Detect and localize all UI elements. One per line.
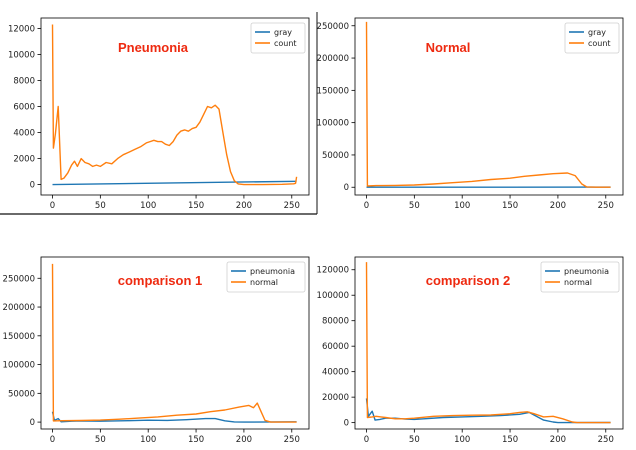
x-tick-label: 150 bbox=[188, 435, 204, 445]
y-tick-label: 250000 bbox=[317, 22, 349, 32]
y-tick-label: 100000 bbox=[3, 361, 35, 371]
y-tick-label: 0 bbox=[344, 183, 349, 193]
y-tick-label: 6000 bbox=[13, 103, 35, 113]
legend-entry-gray: gray bbox=[274, 28, 292, 37]
x-tick-label: 100 bbox=[454, 201, 470, 211]
x-tick-label: 200 bbox=[236, 435, 252, 445]
x-tick-label: 200 bbox=[236, 201, 252, 211]
y-tick-label: 200000 bbox=[317, 54, 349, 64]
x-tick-label: 250 bbox=[284, 435, 300, 445]
chart-panel-1: 0 50 100 150 200 250 0 2000 4000 6000 8000 10000 120… bbox=[8, 17, 310, 211]
y-tick-label: 4000 bbox=[13, 129, 35, 139]
legend-entry-normal: normal bbox=[564, 278, 592, 287]
legend-entry-pneumonia: pneumonia bbox=[564, 267, 609, 276]
y-tick-label: 10000 bbox=[8, 50, 35, 60]
x-tick-label: 250 bbox=[598, 201, 614, 211]
legend-entry-gray: gray bbox=[588, 28, 606, 37]
axes-frame bbox=[354, 17, 624, 196]
y-tick-label: 120000 bbox=[317, 266, 349, 276]
x-tick-label: 200 bbox=[550, 435, 566, 445]
x-tick-label: 0 bbox=[50, 435, 55, 445]
x-tick-label: 50 bbox=[95, 435, 106, 445]
series-line-gray bbox=[52, 180, 297, 186]
x-tick-label: 0 bbox=[364, 201, 369, 211]
y-tick-label: 0 bbox=[30, 418, 35, 428]
series-line-pneumonia bbox=[365, 398, 611, 424]
x-tick-label: 200 bbox=[550, 201, 566, 211]
legend-box bbox=[226, 261, 306, 293]
y-tick-label: 50000 bbox=[322, 151, 349, 161]
legend-entry-count: count bbox=[588, 39, 611, 48]
legend-box bbox=[250, 22, 306, 54]
y-tick-label: 100000 bbox=[317, 291, 349, 301]
y-tick-label: 20000 bbox=[322, 393, 349, 403]
y-tick-label: 12000 bbox=[8, 24, 35, 34]
x-tick-label: 50 bbox=[95, 201, 106, 211]
y-tick-label: 80000 bbox=[322, 317, 349, 327]
legend-box bbox=[564, 22, 620, 54]
chart-annotation: Pneumonia bbox=[118, 40, 189, 55]
legend: pneumonia normal bbox=[226, 261, 306, 293]
legend: pneumonia normal bbox=[540, 261, 620, 293]
legend-entry-count: count bbox=[274, 39, 297, 48]
y-tick-label: 50000 bbox=[8, 389, 35, 399]
series-line-count bbox=[365, 21, 611, 188]
y-tick-label: 8000 bbox=[13, 76, 35, 86]
y-tick-label: 2000 bbox=[13, 155, 35, 165]
axes-frame bbox=[40, 256, 310, 430]
x-tick-label: 100 bbox=[140, 435, 156, 445]
chart-panel-4: 0 50 100 150 200 250 0 20000 40000 60000 80000 1000… bbox=[317, 256, 624, 445]
legend-entry-pneumonia: pneumonia bbox=[250, 267, 295, 276]
y-tick-label: 200000 bbox=[3, 303, 35, 313]
x-tick-label: 150 bbox=[188, 201, 204, 211]
x-tick-label: 150 bbox=[502, 435, 518, 445]
x-tick-label: 150 bbox=[502, 201, 518, 211]
x-tick-label: 250 bbox=[598, 435, 614, 445]
legend: gray count bbox=[250, 22, 306, 54]
x-tick-label: 0 bbox=[364, 435, 369, 445]
series-line-normal bbox=[365, 262, 611, 424]
chart-panel-2: 0 50 100 150 200 250 0 50000 100000 150000 200000 2… bbox=[317, 17, 624, 211]
x-tick-label: 50 bbox=[409, 201, 420, 211]
y-tick-label: 60000 bbox=[322, 342, 349, 352]
y-tick-label: 150000 bbox=[3, 332, 35, 342]
y-tick-label: 40000 bbox=[322, 368, 349, 378]
y-tick-label: 0 bbox=[344, 419, 349, 429]
x-tick-label: 100 bbox=[454, 435, 470, 445]
axes-frame bbox=[354, 256, 624, 430]
series-line-normal bbox=[51, 263, 297, 423]
legend: gray count bbox=[564, 22, 620, 54]
x-tick-label: 250 bbox=[284, 201, 300, 211]
chart-annotation: comparison 2 bbox=[426, 273, 511, 288]
series-line-count bbox=[51, 24, 298, 186]
legend-entry-normal: normal bbox=[250, 278, 278, 287]
y-tick-label: 0 bbox=[30, 181, 35, 191]
x-tick-label: 0 bbox=[50, 201, 55, 211]
legend-box bbox=[540, 261, 620, 293]
chart-annotation: comparison 1 bbox=[118, 273, 203, 288]
y-tick-label: 100000 bbox=[317, 119, 349, 129]
x-tick-label: 50 bbox=[409, 435, 420, 445]
chart-panel-3: 0 50 100 150 200 250 0 50000 100000 150000 200000 2… bbox=[3, 256, 310, 445]
y-tick-label: 250000 bbox=[3, 274, 35, 284]
x-tick-label: 100 bbox=[140, 201, 156, 211]
y-tick-label: 150000 bbox=[317, 86, 349, 96]
chart-annotation: Normal bbox=[426, 40, 471, 55]
